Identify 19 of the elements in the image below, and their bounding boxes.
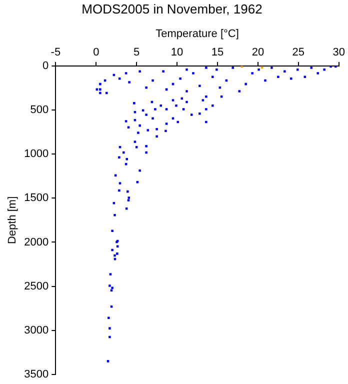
x-tick-label: 10	[170, 46, 184, 58]
x-tick-label: -5	[50, 46, 61, 58]
x-tick-label: 25	[292, 46, 305, 58]
y-tick-label: 2000	[24, 236, 49, 248]
x-axis-title: Temperature [°C]	[156, 28, 239, 40]
x-tick-label: 0	[93, 46, 100, 58]
y-tick-label: 1000	[24, 148, 49, 160]
x-tick-label: 30	[332, 46, 346, 58]
y-tick-label: 1500	[24, 192, 49, 204]
y-axis-title: Depth [m]	[6, 196, 19, 244]
x-tick-label: 15	[211, 46, 224, 58]
x-tick-label: 20	[252, 46, 264, 58]
y-tick-label: 0	[42, 60, 49, 72]
y-tick-label: 3000	[24, 324, 49, 336]
x-tick-label: 5	[134, 46, 140, 58]
y-tick-label: 2500	[24, 280, 49, 292]
y-tick-label: 500	[30, 104, 49, 116]
y-tick-label: 3500	[24, 368, 49, 380]
chart-title: MODS2005 in November, 1962	[82, 1, 262, 16]
